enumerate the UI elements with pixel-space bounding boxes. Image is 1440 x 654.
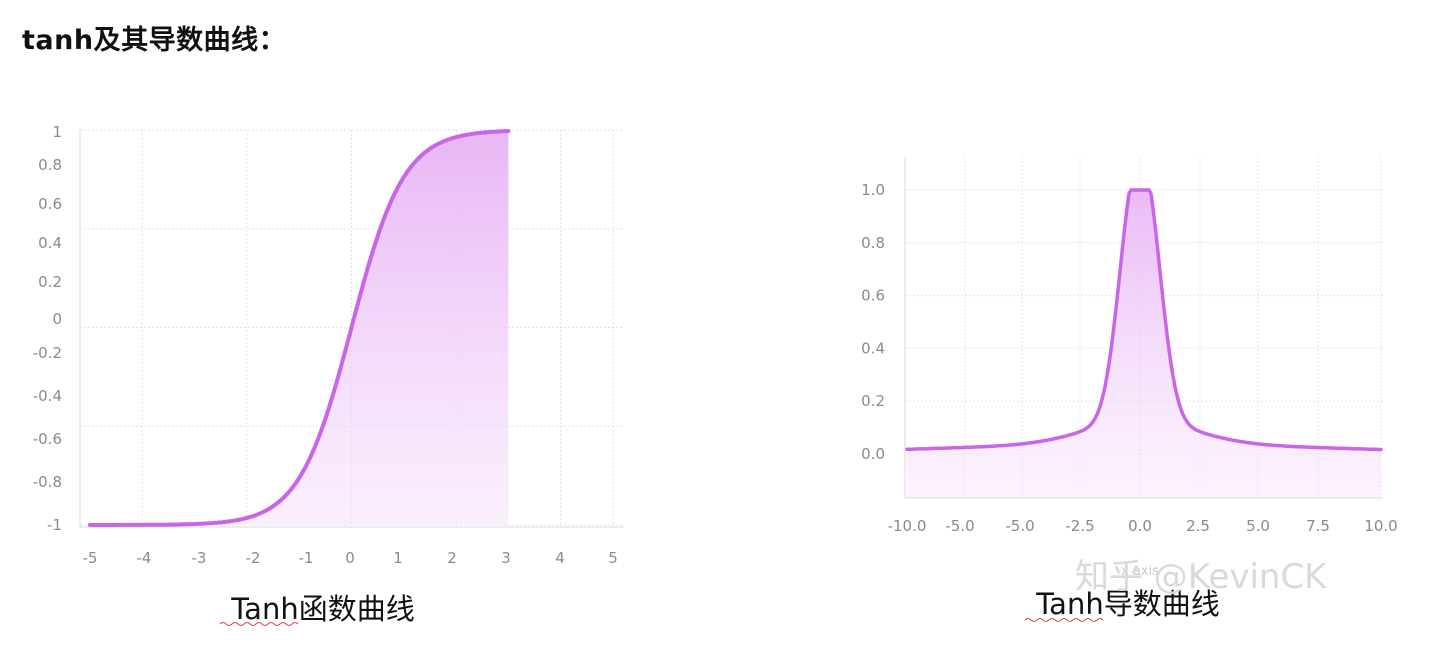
tanh-x-tick-label: 2	[447, 549, 457, 567]
tanh-x-tick-label: -5	[83, 549, 98, 567]
tanh-x-tick-label: 0	[345, 549, 355, 567]
tanh-y-tick-label: -0.6	[33, 430, 62, 448]
derivative-y-tick-label: 0.2	[861, 392, 885, 410]
derivative-x-tick-label: 0.0	[1128, 517, 1152, 535]
derivative-caption-spellcheck-underline	[1024, 618, 1104, 622]
page-heading: tanh及其导数曲线：	[22, 25, 287, 56]
tanh-curve-line	[88, 129, 511, 527]
derivative-y-tick-label: 0.8	[861, 234, 885, 252]
tanh-y-tick-label: 0	[52, 310, 62, 328]
tanh-y-tick-label: 1	[52, 123, 62, 141]
tanh-caption-spellcheck-underline	[219, 622, 299, 626]
derivative-x-tick-label: 7.5	[1306, 517, 1330, 535]
tanh-y-tick-label: 0.6	[38, 195, 62, 213]
derivative-x-tick-label: -2.5	[1065, 517, 1094, 535]
derivative-x-ticks: -10.0 -5.0 -5.0 -2.5 0.0 2.5 5.0 7.5 10.0	[888, 517, 1398, 535]
tanh-x-tick-label: -1	[299, 549, 314, 567]
derivative-curve-line	[905, 188, 1383, 452]
tanh-y-tick-label: -0.8	[33, 473, 62, 491]
tanh-caption: Tanh函数曲线	[230, 592, 414, 626]
tanh-x-tick-label: -4	[137, 549, 152, 567]
tanh-x-ticks: -5 -4 -3 -2 -1 0 1 2 3 4 5	[83, 549, 618, 567]
tanh-y-tick-label: 0.8	[38, 156, 62, 174]
derivative-x-axis-title: x axis	[1121, 564, 1159, 579]
derivative-x-tick-label: -5.0	[1005, 517, 1034, 535]
tanh-x-tick-label: 4	[555, 549, 565, 567]
derivative-x-tick-label: -5.0	[945, 517, 974, 535]
derivative-area-fill	[907, 190, 1381, 498]
derivative-x-tick-label: 10.0	[1364, 517, 1397, 535]
derivative-caption: Tanh导数曲线	[1035, 587, 1219, 621]
tanh-x-tick-label: -3	[192, 549, 207, 567]
tanh-x-tick-label: 1	[393, 549, 403, 567]
tanh-y-tick-label: -0.2	[33, 344, 62, 362]
tanh-derivative-chart: 1.0 0.8 0.6 0.4 0.2 0.0 -10.0 -5.0 -5.0 -2.5 0.0 2…	[861, 157, 1398, 622]
tanh-x-tick-label: -2	[246, 549, 261, 567]
tanh-area-fill	[90, 131, 509, 525]
derivative-y-ticks: 1.0 0.8 0.6 0.4 0.2 0.0	[861, 181, 885, 463]
tanh-x-tick-label: 5	[608, 549, 618, 567]
tanh-y-tick-label: 0.4	[38, 234, 62, 252]
tanh-y-tick-label: -0.4	[33, 387, 62, 405]
tanh-chart: 10.80.60.40.20-0.2-0.4-0.6-0.8-1 -5 -4 -3-…	[33, 123, 624, 626]
derivative-y-tick-label: 0.4	[861, 339, 885, 357]
watermark: 知乎 @KevinCK	[1075, 557, 1328, 597]
tanh-y-tick-label: -1	[47, 516, 62, 534]
tanh-y-ticks: 1 0.8 0.6 0.4 0.2 0 -0.2 -0.4 -0.6 -0.8 -1	[33, 123, 62, 534]
derivative-y-tick-label: 0.6	[861, 287, 885, 305]
derivative-x-tick-label: 2.5	[1186, 517, 1210, 535]
derivative-x-tick-label: 5.0	[1246, 517, 1270, 535]
derivative-y-tick-label: 0.0	[861, 445, 885, 463]
derivative-x-tick-label: -10.0	[888, 517, 927, 535]
tanh-y-tick-label: 0.2	[38, 273, 62, 291]
derivative-y-tick-label: 1.0	[861, 181, 885, 199]
tanh-x-tick-label: 3	[501, 549, 511, 567]
